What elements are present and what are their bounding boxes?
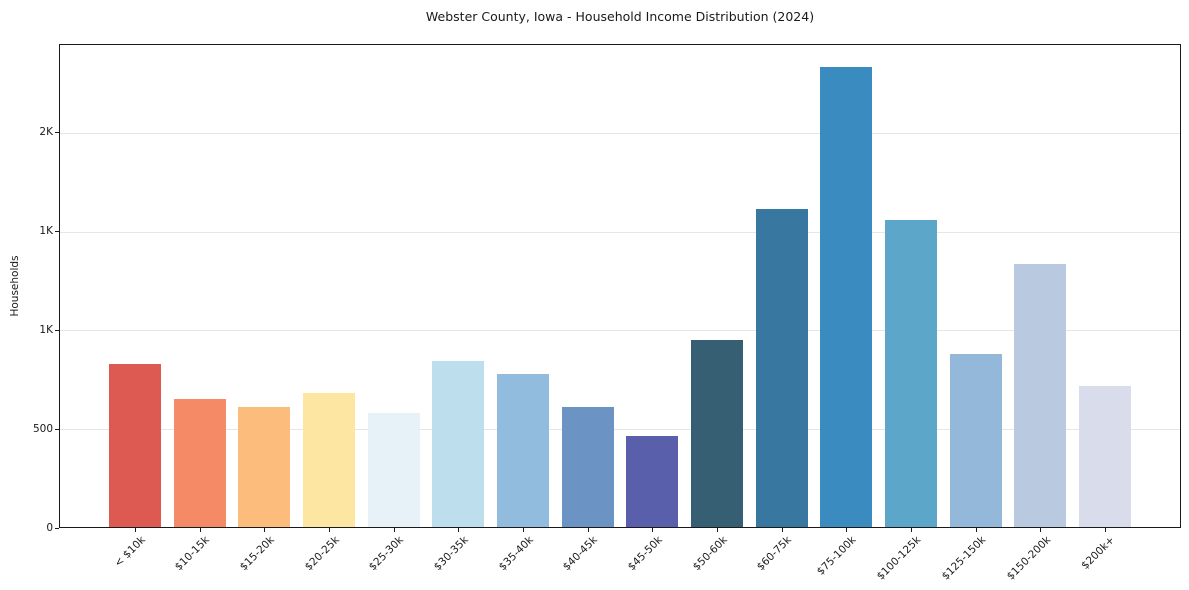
x-tick-mark-1 [199, 528, 201, 532]
x-tick-mark-4 [393, 528, 395, 532]
bar-100-125k [885, 219, 937, 527]
gridline-2K [60, 132, 1180, 134]
bar-20-25k [303, 392, 355, 527]
bar-50-60k [691, 340, 743, 527]
x-tick-mark-0 [135, 528, 136, 532]
x-tick-mark-2 [264, 528, 266, 532]
bar-10-15k [173, 398, 226, 527]
y-tick-mark-1000 [55, 329, 59, 331]
bar-60-75k [755, 208, 808, 527]
bar-45-50k [626, 436, 679, 527]
x-tick-mark-12 [911, 528, 912, 532]
x-tick-label-45-50k: $45-50k [625, 534, 665, 574]
x-tick-mark-15 [1105, 528, 1106, 532]
y-axis-title: Households [9, 255, 21, 317]
y-tick-label-0: 0 [46, 521, 53, 534]
bar-15-20k [238, 407, 291, 527]
bar-200k [1079, 385, 1131, 527]
x-tick-label-100-125k: $100-125k [874, 534, 924, 583]
gridline-1K [60, 231, 1180, 233]
gridline-500 [60, 429, 1180, 431]
y-tick-label-1500: 1K [39, 225, 53, 238]
x-tick-mark-3 [329, 528, 330, 532]
y-tick-label-500: 500 [32, 422, 53, 435]
bar-40-45k [561, 407, 614, 527]
plot-area [59, 44, 1181, 528]
x-tick-mark-11 [846, 528, 848, 532]
x-tick-label-40-45k: $40-45k [561, 534, 601, 574]
bar-30-35k [432, 361, 485, 527]
x-tick-label-10-15k: $10-15k [173, 534, 213, 574]
y-tick-mark-500 [55, 428, 59, 430]
x-tick-mark-13 [975, 528, 977, 532]
bar-25-30k [367, 413, 420, 527]
x-tick-label-20-25k: $20-25k [302, 534, 342, 574]
x-tick-label-50-60k: $50-60k [690, 534, 730, 574]
x-tick-label-60-75k: $60-75k [755, 534, 795, 574]
x-tick-mark-8 [652, 528, 654, 532]
x-tick-mark-6 [523, 528, 524, 532]
x-tick-label-35-40k: $35-40k [496, 534, 536, 574]
x-tick-label-200k: $200k+ [1079, 534, 1118, 572]
chart-title: Webster County, Iowa - Household Income … [425, 9, 815, 24]
y-tick-label-1000: 1K [39, 323, 53, 336]
x-tick-label-30-35k: $30-35k [431, 534, 471, 574]
bar-75-100k [820, 66, 873, 527]
x-tick-mark-14 [1040, 528, 1042, 532]
x-tick-mark-7 [587, 528, 589, 532]
x-tick-label-15-20k: $15-20k [237, 534, 277, 574]
x-tick-label-125-150k: $125-150k [939, 534, 989, 583]
y-tick-label-2000: 2K [39, 126, 53, 139]
x-tick-mark-10 [781, 528, 783, 532]
bar-35-40k [497, 373, 549, 527]
bar-150-200k [1014, 264, 1067, 527]
x-tick-label-150-200k: $150-200k [1004, 534, 1053, 583]
y-tick-mark-1500 [55, 231, 59, 233]
x-tick-label-10k: < $10k [111, 534, 148, 570]
gridline-1K [60, 330, 1180, 332]
x-tick-mark-5 [458, 528, 460, 532]
bar-10k [109, 364, 161, 527]
y-tick-mark-2000 [55, 132, 59, 134]
bar-125-150k [949, 354, 1002, 527]
x-tick-label-25-30k: $25-30k [367, 534, 407, 574]
x-tick-mark-9 [717, 528, 718, 532]
y-tick-mark-0 [55, 527, 59, 529]
x-tick-label-75-100k: $75-100k [815, 534, 859, 578]
